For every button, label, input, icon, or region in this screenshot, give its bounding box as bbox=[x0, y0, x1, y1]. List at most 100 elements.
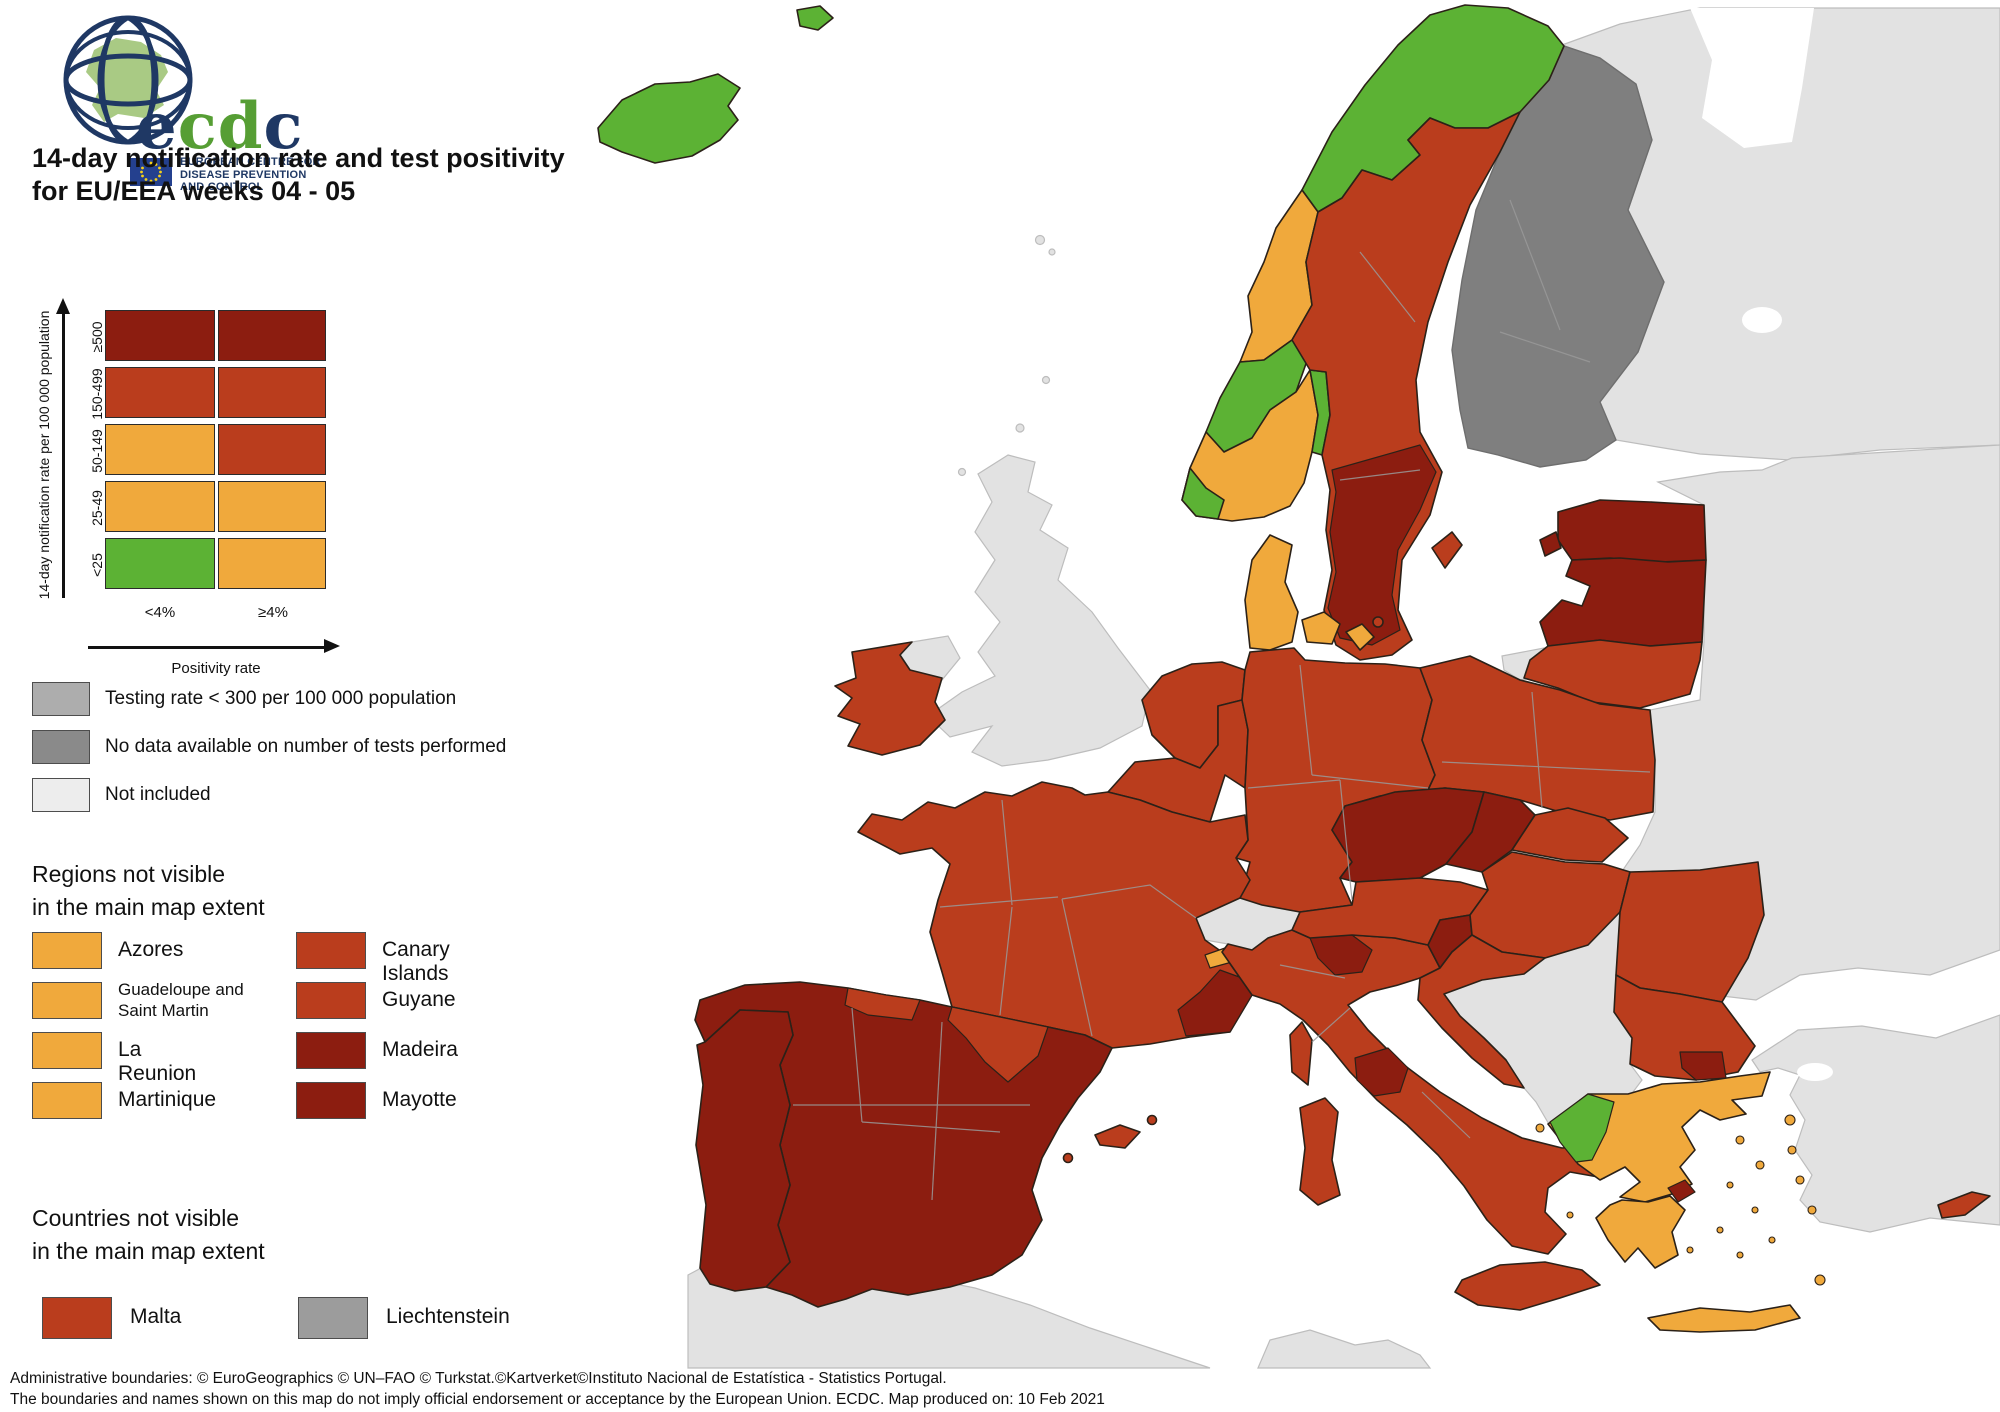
map-country-lithuania bbox=[1523, 639, 1703, 709]
matrix-col-label: <4% bbox=[144, 604, 176, 621]
map-greek-islands bbox=[1535, 1114, 1826, 1286]
eu-flag-icon bbox=[130, 158, 172, 186]
map-island-zealand bbox=[1345, 623, 1375, 651]
countries-heading-line1: Countries not visible bbox=[32, 1205, 240, 1231]
map-island-hebrides bbox=[957, 467, 967, 477]
legend-label: No data available on number of tests per… bbox=[105, 736, 507, 757]
matrix-cell-r2c1 bbox=[218, 424, 326, 475]
countries-legend-heading: Countries not visible in the main map ex… bbox=[32, 1202, 265, 1268]
map-island-faroe-2 bbox=[1048, 248, 1056, 256]
map-island-menorca bbox=[1146, 1114, 1158, 1126]
matrix-cell-r3c0 bbox=[105, 481, 215, 532]
map-island-funen bbox=[1301, 611, 1341, 645]
map-island-saaremaa bbox=[1539, 531, 1562, 557]
map-region-bulgaria-southwest bbox=[1679, 1051, 1727, 1081]
legend-swatch bbox=[42, 1297, 112, 1339]
map-white-sea bbox=[1690, 8, 1814, 148]
legend-swatch bbox=[32, 778, 90, 812]
map-region-slovakia-east bbox=[1511, 807, 1629, 863]
map-region-epirus bbox=[1549, 1093, 1615, 1163]
map-country-ireland bbox=[834, 641, 946, 756]
europe-choropleth-map bbox=[597, 4, 2000, 1369]
matrix-cell-r0c1 bbox=[218, 310, 326, 361]
matrix-cell-r0c0 bbox=[105, 310, 215, 361]
legend-label: Madeira bbox=[382, 1038, 458, 1061]
legend-swatch bbox=[32, 730, 90, 764]
map-country-croatia bbox=[1417, 934, 1546, 1089]
map-region-attica bbox=[1667, 1179, 1696, 1203]
matrix-cell-r1c1 bbox=[218, 367, 326, 418]
legend-label: La Reunion bbox=[118, 1038, 197, 1085]
title-line-2: for EU/EEA weeks 04 - 05 bbox=[32, 176, 356, 206]
map-region-umbria-abruzzo bbox=[1354, 1047, 1409, 1097]
map-country-denmark bbox=[1244, 534, 1299, 651]
regions-legend-heading: Regions not visible in the main map exte… bbox=[32, 858, 265, 924]
matrix-x-axis-label: Positivity rate bbox=[171, 660, 261, 677]
map-region-tunisia bbox=[1257, 1329, 1432, 1369]
map-eu-countries-group bbox=[597, 4, 1991, 1333]
matrix-cell-r2c0 bbox=[105, 424, 215, 475]
map-island-shetland bbox=[1041, 375, 1051, 385]
legend-swatch bbox=[32, 982, 102, 1019]
legend-swatch bbox=[296, 1032, 366, 1069]
map-country-iceland bbox=[597, 73, 741, 164]
map-country-estonia bbox=[1557, 499, 1707, 563]
map-island-gotland bbox=[1431, 531, 1463, 569]
legend-label: Guyane bbox=[382, 988, 456, 1011]
matrix-y-axis-arrow bbox=[62, 312, 65, 598]
map-island-sicily bbox=[1454, 1261, 1601, 1311]
matrix-cell-r3c1 bbox=[218, 481, 326, 532]
legend-label: Azores bbox=[118, 938, 184, 961]
matrix-y-axis-arrowhead bbox=[56, 298, 70, 314]
org-line: AND CONTROL bbox=[180, 181, 264, 193]
countries-heading-line2: in the main map extent bbox=[32, 1238, 265, 1264]
title-line-1: 14-day notification rate and test positi… bbox=[32, 143, 565, 173]
page-title: 14-day notification rate and test positi… bbox=[32, 142, 565, 208]
map-island-orkney bbox=[1015, 423, 1025, 433]
legend-label: Mayotte bbox=[382, 1088, 457, 1111]
legend-label: Not included bbox=[105, 784, 211, 805]
org-line: EUROPEAN CENTRE FOR bbox=[180, 156, 321, 168]
legend-swatch bbox=[296, 1082, 366, 1119]
ecdc-globe-icon bbox=[63, 15, 193, 145]
legend-swatch bbox=[32, 682, 90, 716]
legend-swatch bbox=[32, 1082, 102, 1119]
matrix-col-label: ≥4% bbox=[258, 604, 288, 621]
map-island-jan-mayen bbox=[796, 5, 834, 31]
legend-label: Malta bbox=[130, 1305, 182, 1328]
org-line: DISEASE PREVENTION bbox=[180, 168, 307, 181]
map-not-included-group bbox=[687, 7, 2000, 1369]
map-region-slovakia-west bbox=[1445, 791, 1536, 873]
map-island-faroe bbox=[1034, 234, 1046, 246]
map-country-latvia bbox=[1539, 557, 1707, 647]
map-island-corsica bbox=[1289, 1021, 1313, 1086]
map-region-sweden-south bbox=[1327, 444, 1437, 646]
map-island-mallorca bbox=[1094, 1124, 1141, 1149]
ecdc-wordmark: ecdc bbox=[136, 94, 303, 159]
matrix-x-axis-arrowhead bbox=[324, 639, 340, 653]
map-island-crete bbox=[1647, 1304, 1801, 1333]
map-region-aragon bbox=[947, 1006, 1049, 1083]
map-attribution: Administrative boundaries: © EuroGeograp… bbox=[10, 1368, 1105, 1410]
map-island-ibiza bbox=[1062, 1152, 1074, 1164]
legend-label: Liechtenstein bbox=[386, 1305, 510, 1328]
map-country-finland bbox=[1451, 45, 1665, 468]
map-island-sardinia bbox=[1299, 1097, 1341, 1206]
matrix-x-axis-arrow bbox=[88, 646, 326, 649]
map-island-bornholm bbox=[1372, 616, 1384, 628]
logo-letter: d bbox=[217, 89, 264, 164]
regions-heading-line2: in the main map extent bbox=[32, 894, 265, 920]
legend-swatch bbox=[296, 982, 366, 1019]
attribution-line-2: The boundaries and names shown on this m… bbox=[10, 1391, 1105, 1408]
legend-label: Guadeloupe and Saint Martin bbox=[118, 980, 244, 1020]
map-region-borders bbox=[793, 199, 1651, 1201]
legend-swatch bbox=[298, 1297, 368, 1339]
map-country-portugal bbox=[695, 1009, 794, 1292]
attribution-line-1: Administrative boundaries: © EuroGeograp… bbox=[10, 1370, 947, 1387]
matrix-cell-r4c0 bbox=[105, 538, 215, 589]
regions-heading-line1: Regions not visible bbox=[32, 861, 226, 887]
legend-swatch bbox=[296, 932, 366, 969]
logo-letter: c bbox=[177, 89, 218, 164]
ecdc-logo: ecdc EUROPEAN CENTRE FOR DISEASE PREVENT… bbox=[48, 6, 528, 196]
